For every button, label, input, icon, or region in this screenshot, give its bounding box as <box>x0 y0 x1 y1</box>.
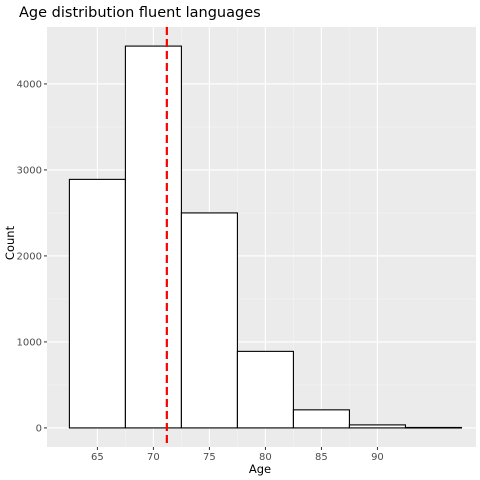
histogram-bar <box>68 178 126 429</box>
x-tick-label: 75 <box>203 452 216 463</box>
plot-panel <box>47 27 476 447</box>
y-tick-label: 3000 <box>17 165 42 176</box>
y-tick-label: 2000 <box>17 251 42 262</box>
y-tick-label: 4000 <box>17 79 42 90</box>
histogram-bar <box>348 424 406 429</box>
x-tick-label: 85 <box>315 452 328 463</box>
histogram-bar <box>292 409 350 429</box>
histogram-bar <box>404 426 462 429</box>
x-axis-title: Age <box>249 462 271 476</box>
histogram-bar <box>180 212 238 429</box>
x-tick-label: 65 <box>91 452 104 463</box>
y-tick-label: 0 <box>36 423 42 434</box>
chart-title: Age distribution fluent languages <box>19 5 261 21</box>
y-tick-label: 1000 <box>17 337 42 348</box>
x-tick-label: 80 <box>259 452 272 463</box>
histogram-bar <box>124 45 182 429</box>
x-tick-label: 90 <box>371 452 384 463</box>
histogram-bar <box>236 350 294 429</box>
y-axis-title: Count <box>3 225 17 260</box>
x-tick-label: 70 <box>147 452 160 463</box>
